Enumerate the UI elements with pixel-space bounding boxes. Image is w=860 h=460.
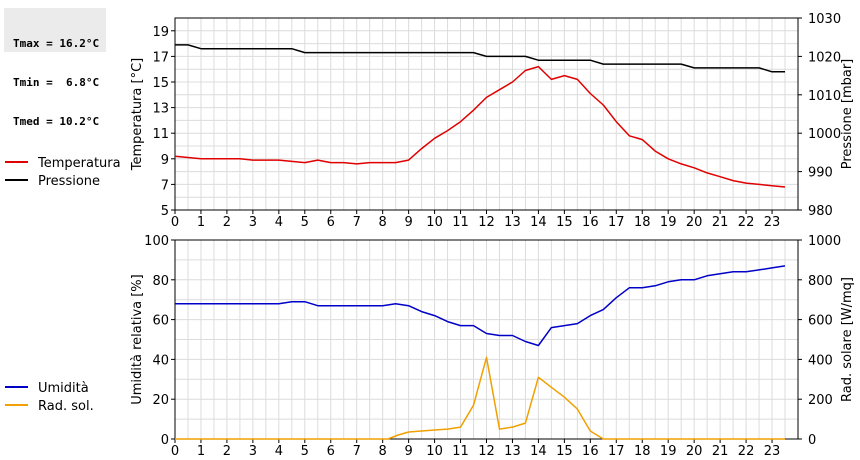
series-line-rad-sol <box>175 356 785 440</box>
x-tick-label: 1 <box>197 444 205 459</box>
x-tick-label: 19 <box>660 444 677 459</box>
y-tick-label: 5 <box>161 204 169 219</box>
y-tick-label: 40 <box>152 353 169 368</box>
x-tick-label: 11 <box>452 215 469 230</box>
legend-label: Pressione <box>38 174 100 189</box>
x-tick-label: 14 <box>530 215 547 230</box>
x-tick-label: 13 <box>504 444 521 459</box>
x-tick-label: 22 <box>738 215 755 230</box>
y-tick-label: 20 <box>152 393 169 408</box>
x-tick-label: 3 <box>249 444 257 459</box>
x-tick-label: 17 <box>608 215 625 230</box>
y2-tick-label: 600 <box>808 314 833 329</box>
y2-tick-label: 990 <box>808 166 833 181</box>
x-tick-label: 15 <box>556 444 573 459</box>
x-tick-label: 21 <box>712 215 729 230</box>
x-tick-label: 6 <box>327 444 335 459</box>
y-tick-label: 7 <box>161 178 169 193</box>
x-tick-label: 13 <box>504 215 521 230</box>
y2-tick-label: 1010 <box>808 89 841 104</box>
y2-tick-label: 800 <box>808 274 833 289</box>
x-tick-label: 23 <box>764 215 781 230</box>
x-tick-label: 20 <box>686 215 703 230</box>
x-tick-label: 4 <box>275 215 283 230</box>
x-tick-label: 19 <box>660 215 677 230</box>
x-tick-label: 14 <box>530 444 547 459</box>
x-tick-label: 16 <box>582 444 599 459</box>
y-tick-label: 60 <box>152 314 169 329</box>
x-tick-label: 18 <box>634 444 651 459</box>
x-tick-label: 0 <box>171 215 179 230</box>
y2-tick-label: 200 <box>808 393 833 408</box>
y-tick-label: 11 <box>152 127 169 142</box>
y2-tick-label: 1020 <box>808 50 841 65</box>
x-tick-label: 7 <box>353 444 361 459</box>
y-tick-label: 19 <box>152 25 169 40</box>
x-tick-label: 2 <box>223 444 231 459</box>
y2-tick-label: 1000 <box>808 127 841 142</box>
x-tick-label: 5 <box>301 444 309 459</box>
y-tick-label: 0 <box>161 433 169 448</box>
x-tick-label: 8 <box>379 215 387 230</box>
x-tick-label: 9 <box>404 444 412 459</box>
stat-tmin: Tmin = 6.8°C <box>13 76 100 89</box>
x-tick-label: 22 <box>738 444 755 459</box>
x-tick-label: 3 <box>249 215 257 230</box>
x-tick-label: 12 <box>478 215 495 230</box>
y-tick-label: 17 <box>152 50 169 65</box>
series-line-umidit <box>175 265 786 347</box>
stat-tmax: Tmax = 16.2°C <box>13 37 100 50</box>
y2-tick-label: 1030 <box>808 12 841 27</box>
stats-box: Tmax = 16.2°C Tmin = 6.8°C Tmed = 10.2°C <box>4 8 106 128</box>
y-tick-label: 15 <box>152 76 169 91</box>
x-tick-label: 15 <box>556 215 573 230</box>
x-tick-label: 16 <box>582 215 599 230</box>
y-axis-label: Umidità relativa [%] <box>130 274 145 404</box>
x-tick-label: 20 <box>686 444 703 459</box>
x-tick-label: 23 <box>764 444 781 459</box>
x-tick-label: 8 <box>379 444 387 459</box>
y-tick-label: 13 <box>152 102 169 117</box>
stat-tmed: Tmed = 10.2°C <box>13 115 100 128</box>
x-tick-label: 12 <box>478 444 495 459</box>
legend-label: Rad. sol. <box>38 399 94 414</box>
x-tick-label: 5 <box>301 215 309 230</box>
x-tick-label: 9 <box>404 215 412 230</box>
x-tick-label: 10 <box>426 444 443 459</box>
x-tick-label: 2 <box>223 215 231 230</box>
y-tick-label: 100 <box>144 234 169 249</box>
y2-tick-label: 1000 <box>808 234 841 249</box>
series-line-temperatura <box>174 65 786 188</box>
x-tick-label: 0 <box>171 444 179 459</box>
y2-axis-label: Pressione [mbar] <box>840 59 855 170</box>
legend-label: Temperatura <box>37 156 121 171</box>
x-tick-label: 7 <box>353 215 361 230</box>
x-tick-label: 10 <box>426 215 443 230</box>
x-tick-label: 17 <box>608 444 625 459</box>
x-tick-label: 6 <box>327 215 335 230</box>
y-axis-label: Temperatura [°C] <box>130 58 145 171</box>
y2-tick-label: 400 <box>808 353 833 368</box>
y2-tick-label: 980 <box>808 204 833 219</box>
x-tick-label: 11 <box>452 444 469 459</box>
x-tick-label: 1 <box>197 215 205 230</box>
series-line-pressione <box>175 44 785 73</box>
x-tick-label: 4 <box>275 444 283 459</box>
x-tick-label: 18 <box>634 215 651 230</box>
legend-label: Umidità <box>38 381 89 396</box>
y-tick-label: 9 <box>161 153 169 168</box>
y2-axis-label: Rad. solare [W/mq] <box>840 277 855 402</box>
y-tick-label: 80 <box>152 274 169 289</box>
x-tick-label: 21 <box>712 444 729 459</box>
y2-tick-label: 0 <box>808 433 816 448</box>
